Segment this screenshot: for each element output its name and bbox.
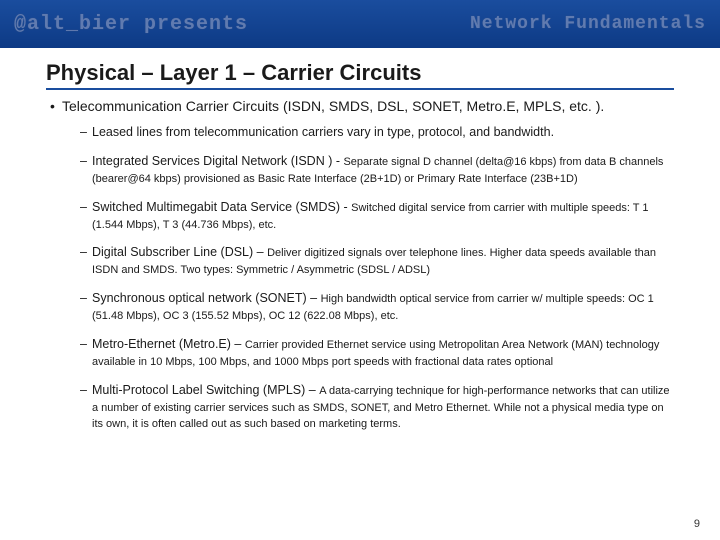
list-item: Metro-Ethernet (Metro.E) – Carrier provi…: [80, 336, 674, 370]
item-lead: Multi-Protocol Label Switching (MPLS) –: [92, 383, 319, 397]
header-bar: @alt_bier presents Network Fundamentals: [0, 0, 720, 48]
item-lead: Metro-Ethernet (Metro.E) –: [92, 337, 245, 351]
list-item: Multi-Protocol Label Switching (MPLS) – …: [80, 382, 674, 433]
list-item: Digital Subscriber Line (DSL) – Deliver …: [80, 244, 674, 278]
bullet-main: Telecommunication Carrier Circuits (ISDN…: [50, 98, 674, 114]
item-lead: Integrated Services Digital Network (ISD…: [92, 154, 343, 168]
item-lead: Switched Multimegabit Data Service (SMDS…: [92, 200, 351, 214]
list-item: Switched Multimegabit Data Service (SMDS…: [80, 199, 674, 233]
slide-title: Physical – Layer 1 – Carrier Circuits: [46, 60, 674, 90]
slide-content: Physical – Layer 1 – Carrier Circuits Te…: [0, 48, 720, 432]
list-item: Leased lines from telecommunication carr…: [80, 124, 674, 141]
item-lead: Leased lines from telecommunication carr…: [92, 125, 554, 139]
header-left-text: @alt_bier presents: [14, 13, 248, 36]
item-lead: Digital Subscriber Line (DSL) –: [92, 245, 267, 259]
item-lead: Synchronous optical network (SONET) –: [92, 291, 321, 305]
list-item: Synchronous optical network (SONET) – Hi…: [80, 290, 674, 324]
list-item: Integrated Services Digital Network (ISD…: [80, 153, 674, 187]
header-right-text: Network Fundamentals: [470, 14, 706, 34]
page-number: 9: [694, 518, 700, 530]
